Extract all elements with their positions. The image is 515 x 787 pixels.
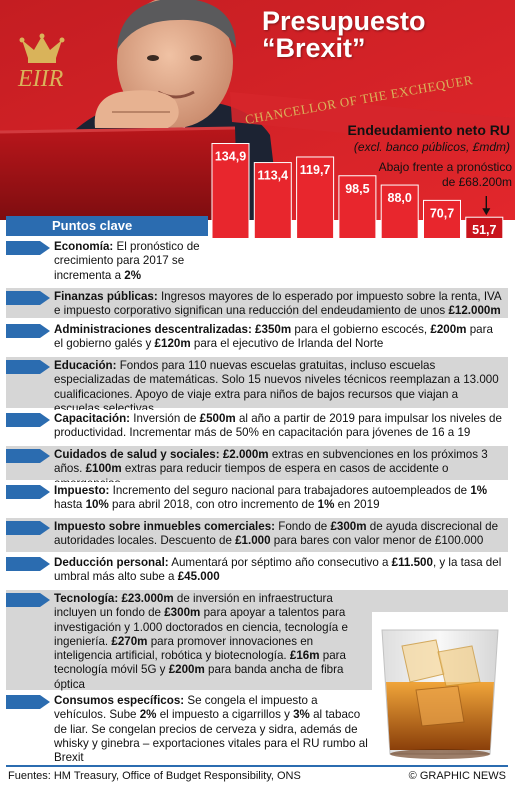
arrow-icon xyxy=(6,413,50,427)
key-point-text: Cuidados de salud y sociales: £2.000m ex… xyxy=(54,448,488,490)
credit: © GRAPHIC NEWS xyxy=(408,770,506,782)
key-point-text: Finanzas públicas: Ingresos mayores de l… xyxy=(54,290,502,318)
arrow-icon xyxy=(6,360,50,374)
key-point-body: El pronóstico de crecimiento para 2017 s… xyxy=(54,240,200,282)
royal-cipher: EIIR xyxy=(17,66,64,92)
key-point-text: Educación: Fondos para 110 nuevas escuel… xyxy=(54,359,499,415)
arrow-icon xyxy=(6,241,50,255)
key-point-tax: Impuesto: Incremento del seguro nacional… xyxy=(6,482,508,516)
chart-subtitle: (excl. banco públicos, £mdm) xyxy=(353,140,510,154)
arrow-icon xyxy=(6,557,50,571)
source-note: Fuentes: HM Treasury, Office of Budget R… xyxy=(8,770,301,782)
footer: Fuentes: HM Treasury, Office of Budget R… xyxy=(6,765,508,783)
key-point-text: Capacitación: Inversión de £500m al año … xyxy=(54,412,502,440)
key-point-economy: Economía: El pronóstico de crecimiento p… xyxy=(6,238,508,286)
key-point-title: Economía: xyxy=(54,240,114,253)
key-point-text: Tecnología: £23.000m de inversión en inf… xyxy=(54,592,348,691)
chart-title: Endeudamiento neto RU xyxy=(347,122,510,138)
chart-header: Endeudamiento neto RU (excl. banco públi… xyxy=(342,122,510,154)
key-point-text: Administraciones descentralizadas: £350m… xyxy=(54,323,493,351)
key-point-education: Educación: Fondos para 110 nuevas escuel… xyxy=(6,357,508,415)
arrow-icon xyxy=(6,449,50,463)
key-point-text: Impuesto: Incremento del seguro nacional… xyxy=(54,484,488,512)
key-point-devolved-administrations: Administraciones descentralizadas: £350m… xyxy=(6,321,508,355)
bar-value-label: 51,7 xyxy=(472,223,496,237)
whisky-glass-photo xyxy=(372,612,508,762)
key-point-text: Consumos específicos: Se congela el impu… xyxy=(54,694,368,765)
key-point-health-social-care: Cuidados de salud y sociales: £2.000m ex… xyxy=(6,446,508,490)
chart-annotation: Abajo frente a pronóstico de £68.200m xyxy=(378,160,512,189)
arrow-icon xyxy=(6,291,50,305)
page-title-line2: “Brexit” xyxy=(262,33,366,63)
key-point-training: Capacitación: Inversión de £500m al año … xyxy=(6,410,508,444)
key-point-public-finances: Finanzas públicas: Ingresos mayores de l… xyxy=(6,288,508,318)
arrow-icon xyxy=(6,695,50,709)
key-point-text: Impuesto sobre inmuebles comerciales: Fo… xyxy=(54,520,499,548)
key-points-header: Puntos clave xyxy=(6,216,208,236)
key-point-text: Deducción personal: Aumentará por séptim… xyxy=(54,556,502,584)
key-point-business-rates: Impuesto sobre inmuebles comerciales: Fo… xyxy=(6,518,508,552)
page-title: Presupuesto “Brexit” xyxy=(262,8,512,62)
arrow-icon xyxy=(6,485,50,499)
arrow-icon xyxy=(6,324,50,338)
arrow-icon xyxy=(6,521,50,535)
arrow-icon xyxy=(6,593,50,607)
key-point-text: Economía: El pronóstico de crecimiento p… xyxy=(54,240,220,283)
key-point-figure: 2% xyxy=(124,268,142,282)
key-point-personal-allowance: Deducción personal: Aumentará por séptim… xyxy=(6,554,508,588)
page-title-line1: Presupuesto xyxy=(262,6,426,36)
